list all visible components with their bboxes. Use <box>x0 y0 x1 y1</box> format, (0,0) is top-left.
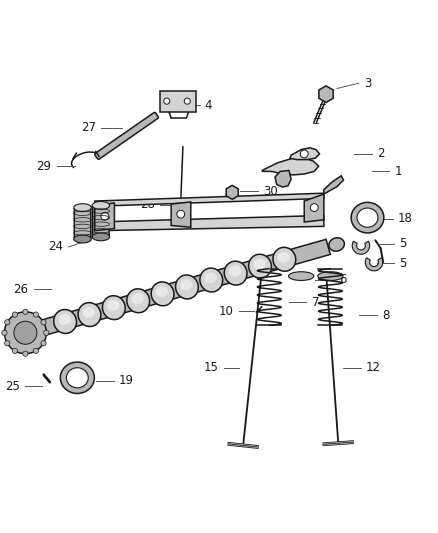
Circle shape <box>2 330 7 335</box>
Ellipse shape <box>351 203 384 233</box>
Text: 4: 4 <box>205 99 212 111</box>
Text: 26: 26 <box>14 282 28 296</box>
Text: 30: 30 <box>263 185 278 198</box>
Ellipse shape <box>23 324 40 338</box>
Ellipse shape <box>92 233 110 241</box>
Wedge shape <box>352 241 370 254</box>
FancyBboxPatch shape <box>95 112 159 159</box>
Text: 24: 24 <box>48 240 64 253</box>
Ellipse shape <box>224 261 247 285</box>
Ellipse shape <box>229 265 241 277</box>
Ellipse shape <box>176 275 198 299</box>
Text: 10: 10 <box>219 304 233 318</box>
Text: 25: 25 <box>5 380 20 393</box>
Polygon shape <box>290 148 319 159</box>
Ellipse shape <box>60 362 94 393</box>
Polygon shape <box>95 203 114 231</box>
Ellipse shape <box>67 368 88 388</box>
Polygon shape <box>324 176 343 194</box>
Polygon shape <box>92 204 109 238</box>
Text: 18: 18 <box>398 212 413 225</box>
Circle shape <box>12 312 18 317</box>
Ellipse shape <box>58 314 71 325</box>
Polygon shape <box>262 158 318 175</box>
Polygon shape <box>95 193 324 206</box>
Circle shape <box>33 312 39 317</box>
Circle shape <box>184 98 191 104</box>
Polygon shape <box>275 171 291 187</box>
Ellipse shape <box>74 204 91 212</box>
Circle shape <box>164 98 170 104</box>
Ellipse shape <box>357 208 378 227</box>
Ellipse shape <box>289 272 314 280</box>
Ellipse shape <box>92 201 110 209</box>
Circle shape <box>101 212 109 220</box>
Ellipse shape <box>278 252 290 263</box>
Ellipse shape <box>180 279 193 290</box>
Text: 12: 12 <box>366 361 381 374</box>
Ellipse shape <box>151 282 174 306</box>
Text: 2: 2 <box>377 148 385 160</box>
Circle shape <box>4 312 46 354</box>
Ellipse shape <box>329 238 344 251</box>
Polygon shape <box>319 86 333 102</box>
Ellipse shape <box>200 268 223 292</box>
Text: 7: 7 <box>312 296 319 309</box>
Text: 19: 19 <box>119 374 134 387</box>
Circle shape <box>5 341 10 346</box>
Circle shape <box>41 341 46 346</box>
Ellipse shape <box>54 310 77 334</box>
Polygon shape <box>226 185 238 199</box>
Ellipse shape <box>127 289 150 313</box>
Ellipse shape <box>102 296 125 320</box>
Circle shape <box>12 348 18 353</box>
Ellipse shape <box>83 307 95 318</box>
Ellipse shape <box>78 303 101 327</box>
Circle shape <box>23 309 28 314</box>
Text: 3: 3 <box>364 77 371 90</box>
Polygon shape <box>304 194 324 222</box>
Circle shape <box>5 320 10 325</box>
Text: 8: 8 <box>382 309 390 322</box>
Text: 28: 28 <box>140 198 155 211</box>
Ellipse shape <box>205 272 217 284</box>
Ellipse shape <box>253 259 265 270</box>
FancyBboxPatch shape <box>160 91 196 111</box>
Text: 29: 29 <box>37 160 52 173</box>
Ellipse shape <box>249 254 272 278</box>
Text: 6: 6 <box>339 273 346 286</box>
Text: 27: 27 <box>81 121 96 134</box>
Text: 5: 5 <box>399 256 406 270</box>
Circle shape <box>300 150 308 158</box>
Circle shape <box>33 348 39 353</box>
Ellipse shape <box>318 272 343 280</box>
Circle shape <box>14 321 37 344</box>
Ellipse shape <box>74 235 91 243</box>
Polygon shape <box>34 239 330 337</box>
Circle shape <box>177 210 185 218</box>
Ellipse shape <box>273 247 296 271</box>
Text: 15: 15 <box>203 361 218 374</box>
Ellipse shape <box>107 300 120 311</box>
Polygon shape <box>95 215 324 231</box>
Circle shape <box>41 320 46 325</box>
Wedge shape <box>365 258 383 271</box>
Circle shape <box>311 204 318 212</box>
Text: 5: 5 <box>399 237 406 251</box>
Ellipse shape <box>131 293 144 304</box>
Ellipse shape <box>156 286 168 297</box>
Text: 1: 1 <box>395 165 402 178</box>
Polygon shape <box>74 206 91 240</box>
Circle shape <box>23 351 28 356</box>
Polygon shape <box>171 202 191 227</box>
Circle shape <box>44 330 49 335</box>
